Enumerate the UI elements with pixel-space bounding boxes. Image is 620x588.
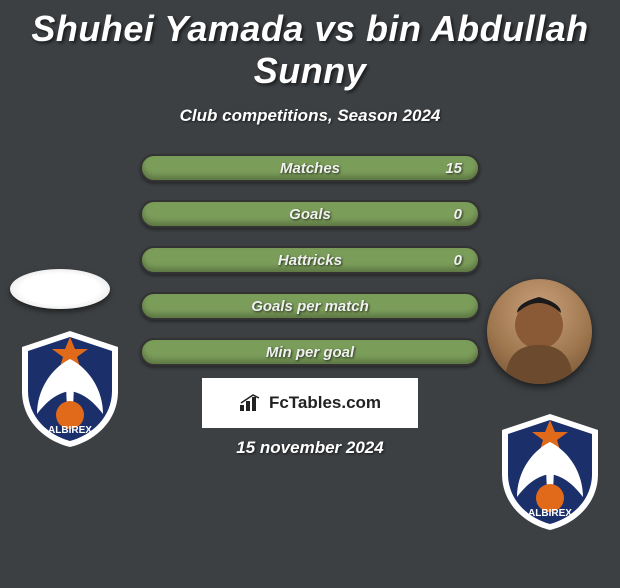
stat-bar-goals: Goals 0: [140, 200, 480, 228]
player-right-photo: [487, 279, 592, 384]
stat-label: Min per goal: [266, 344, 354, 361]
stat-label: Goals: [289, 206, 331, 223]
club-left-badge: ALBIREX: [15, 329, 125, 449]
stat-bar-goals-per-match: Goals per match: [140, 292, 480, 320]
attribution-text: FcTables.com: [269, 393, 381, 413]
stat-value-right: 15: [445, 160, 462, 177]
club-crest-icon: ALBIREX: [495, 412, 605, 532]
chart-icon: [239, 394, 263, 412]
date-label: 15 november 2024: [0, 438, 620, 458]
stat-bar-min-per-goal: Min per goal: [140, 338, 480, 366]
attribution-badge: FcTables.com: [202, 378, 418, 428]
stat-label: Goals per match: [251, 298, 369, 315]
club-right-badge: ALBIREX: [495, 412, 605, 532]
stat-bar-hattricks: Hattricks 0: [140, 246, 480, 274]
stat-value-right: 0: [454, 252, 462, 269]
stat-bars: Matches 15 Goals 0 Hattricks 0 Goals per…: [140, 154, 480, 384]
stat-label: Hattricks: [278, 252, 342, 269]
club-crest-icon: ALBIREX: [15, 329, 125, 449]
subtitle: Club competitions, Season 2024: [0, 106, 620, 126]
svg-text:ALBIREX: ALBIREX: [48, 425, 92, 436]
stat-label: Matches: [280, 160, 340, 177]
stat-value-right: 0: [454, 206, 462, 223]
stat-bar-matches: Matches 15: [140, 154, 480, 182]
page-title: Shuhei Yamada vs bin Abdullah Sunny: [0, 8, 620, 92]
comparison-area: ALBIREX ALBIREX Matches 15 Goals 0: [0, 154, 620, 404]
svg-text:ALBIREX: ALBIREX: [528, 508, 572, 519]
player-left-photo: [10, 269, 110, 309]
